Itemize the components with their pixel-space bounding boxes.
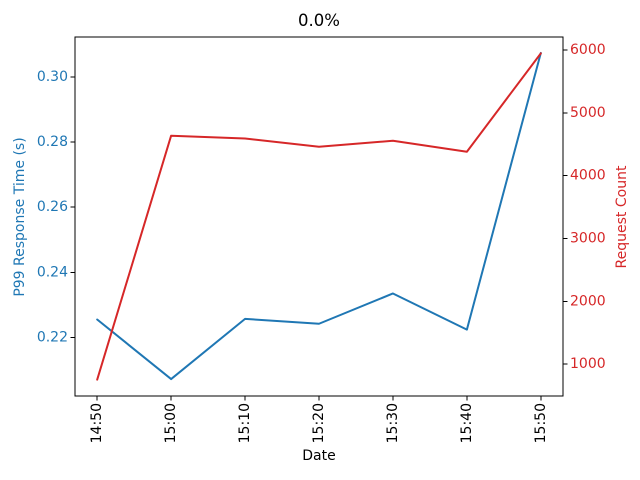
right-tick-label: 6000 — [570, 42, 606, 58]
left-tick-label: 0.24 — [37, 264, 68, 280]
right-tick-label: 4000 — [570, 168, 606, 184]
right-tick-label: 1000 — [570, 356, 606, 372]
y-axis-label-left: P99 Response Time (s) — [12, 137, 28, 297]
x-tick-label: 15:20 — [311, 403, 327, 443]
x-tick-label: 15:30 — [385, 403, 401, 443]
right-tick-label: 3000 — [570, 231, 606, 247]
left-tick-label: 0.22 — [37, 329, 68, 345]
chart-title: 0.0% — [298, 11, 340, 30]
x-tick-label: 15:50 — [533, 403, 549, 443]
x-tick-label: 15:40 — [459, 403, 475, 443]
x-tick-label: 15:00 — [163, 403, 179, 443]
x-axis-label: Date — [302, 448, 336, 464]
left-tick-label: 0.26 — [37, 199, 68, 215]
plot-border — [74, 36, 564, 397]
left-tick-label: 0.28 — [37, 134, 68, 150]
x-tick-label: 15:10 — [237, 403, 253, 443]
series-line-right — [96, 52, 542, 381]
series-line-left — [96, 51, 542, 381]
x-tick-label: 14:50 — [89, 403, 105, 443]
left-tick-label: 0.30 — [37, 69, 68, 85]
right-tick-label: 2000 — [570, 293, 606, 309]
y-axis-label-right: Request Count — [614, 165, 630, 269]
right-tick-label: 5000 — [570, 105, 606, 121]
